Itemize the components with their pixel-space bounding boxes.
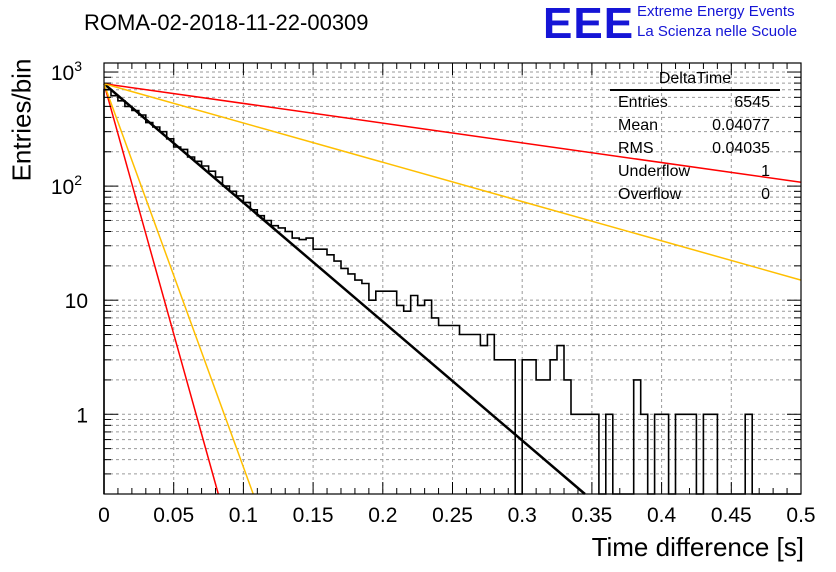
x-tick-label: 0 [98,504,110,527]
fit-line [103,83,254,495]
stats-value: 0.04035 [712,140,770,157]
x-axis-label: Time difference [s] [591,532,804,562]
y-tick-label: 10 [65,290,88,313]
stats-row: Entries 6545 [612,91,776,114]
histogram-steps [103,88,801,495]
x-tick-label: 0.25 [432,504,473,527]
x-tick-label: 0.5 [786,504,815,527]
stats-value: 0 [761,186,770,203]
x-tick-label: 0.3 [508,504,537,527]
stats-row: Underflow 1 [612,160,776,183]
stats-label: RMS [618,140,654,157]
x-tick-label: 0.45 [711,504,752,527]
stats-row: Overflow 0 [612,183,776,206]
stats-title: DeltaTime [610,70,780,91]
x-tick-label: 0.05 [153,504,194,527]
x-tick-label: 0.1 [229,504,258,527]
x-tick-label: 0.15 [293,504,334,527]
stats-value: 1 [761,163,770,180]
fit-line [103,82,802,184]
logo-line-1: Extreme Energy Events [637,3,795,20]
stats-label: Entries [618,94,668,111]
stats-row: Mean 0.04077 [612,114,776,137]
fit-line [103,82,586,495]
fit-line [103,82,802,281]
fit-line [103,83,220,495]
stats-label: Overflow [618,186,682,203]
stats-label: Mean [618,117,659,134]
stats-label: Underflow [618,163,691,180]
y-tick-label: 1 [76,404,88,427]
logo-mark: EEE [543,0,635,48]
y-axis-label: Entries/bin [6,58,37,182]
y-tick-label: 103 [51,58,82,85]
chart-title: ROMA-02-2018-11-22-00309 [84,10,369,35]
stats-box: DeltaTime Entries 6545 Mean 0.04077 RMS 0.0… [610,70,780,206]
x-tick-label: 0.35 [571,504,612,527]
stats-row: RMS 0.04035 [612,137,776,160]
stats-value: 0.04077 [712,117,770,134]
logo-line-2: La Scienza nelle Scuole [637,23,798,40]
x-tick-label: 0.2 [368,504,397,527]
y-tick-label: 102 [51,172,82,199]
x-tick-label: 0.4 [647,504,677,527]
stats-value: 6545 [734,94,770,111]
